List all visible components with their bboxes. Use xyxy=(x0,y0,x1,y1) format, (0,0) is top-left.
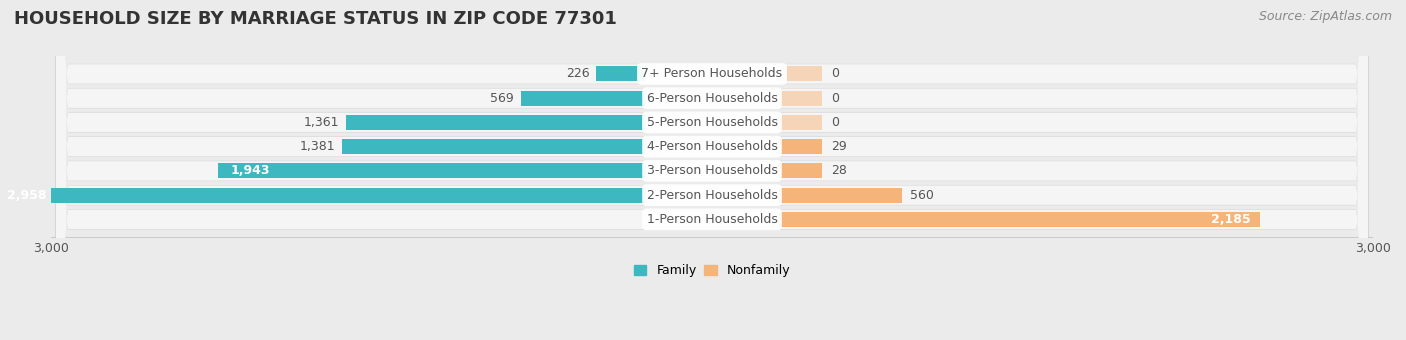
Text: 0: 0 xyxy=(831,67,839,81)
FancyBboxPatch shape xyxy=(55,0,1368,340)
Text: 3-Person Households: 3-Person Households xyxy=(647,165,778,177)
FancyBboxPatch shape xyxy=(55,0,1368,340)
Bar xyxy=(778,91,823,106)
FancyBboxPatch shape xyxy=(55,0,1368,340)
Text: 2,958: 2,958 xyxy=(7,189,46,202)
FancyBboxPatch shape xyxy=(56,0,1368,340)
FancyBboxPatch shape xyxy=(55,0,1368,340)
Bar xyxy=(778,164,823,178)
Text: 4-Person Households: 4-Person Households xyxy=(647,140,778,153)
Text: 7+ Person Households: 7+ Person Households xyxy=(641,67,783,81)
Bar xyxy=(596,66,645,82)
Bar xyxy=(778,115,823,130)
Bar xyxy=(778,212,1260,227)
Text: Source: ZipAtlas.com: Source: ZipAtlas.com xyxy=(1258,10,1392,23)
Text: 2,185: 2,185 xyxy=(1211,213,1251,226)
Bar xyxy=(0,188,645,203)
Text: 28: 28 xyxy=(831,165,846,177)
Bar xyxy=(346,115,645,130)
Text: 560: 560 xyxy=(910,189,934,202)
Text: 0: 0 xyxy=(831,92,839,105)
Text: HOUSEHOLD SIZE BY MARRIAGE STATUS IN ZIP CODE 77301: HOUSEHOLD SIZE BY MARRIAGE STATUS IN ZIP… xyxy=(14,10,617,28)
FancyBboxPatch shape xyxy=(56,0,1368,340)
Text: 0: 0 xyxy=(831,116,839,129)
Text: 29: 29 xyxy=(831,140,846,153)
FancyBboxPatch shape xyxy=(55,0,1368,340)
FancyBboxPatch shape xyxy=(56,0,1368,340)
Bar xyxy=(778,139,823,154)
Text: 569: 569 xyxy=(491,92,515,105)
FancyBboxPatch shape xyxy=(55,0,1368,340)
Text: 1-Person Households: 1-Person Households xyxy=(647,213,778,226)
Text: 2-Person Households: 2-Person Households xyxy=(647,189,778,202)
FancyBboxPatch shape xyxy=(55,0,1368,340)
FancyBboxPatch shape xyxy=(56,0,1368,340)
FancyBboxPatch shape xyxy=(56,0,1368,340)
Bar xyxy=(218,164,645,178)
FancyBboxPatch shape xyxy=(56,0,1368,340)
Text: 1,943: 1,943 xyxy=(231,165,270,177)
Bar xyxy=(778,188,901,203)
Text: 6-Person Households: 6-Person Households xyxy=(647,92,778,105)
Bar xyxy=(520,91,645,106)
Bar xyxy=(342,139,645,154)
Text: 1,381: 1,381 xyxy=(299,140,335,153)
FancyBboxPatch shape xyxy=(56,0,1368,340)
Text: 1,361: 1,361 xyxy=(304,116,339,129)
Legend: Family, Nonfamily: Family, Nonfamily xyxy=(628,259,796,282)
Text: 5-Person Households: 5-Person Households xyxy=(647,116,778,129)
Bar xyxy=(778,66,823,82)
Text: 226: 226 xyxy=(565,67,589,81)
